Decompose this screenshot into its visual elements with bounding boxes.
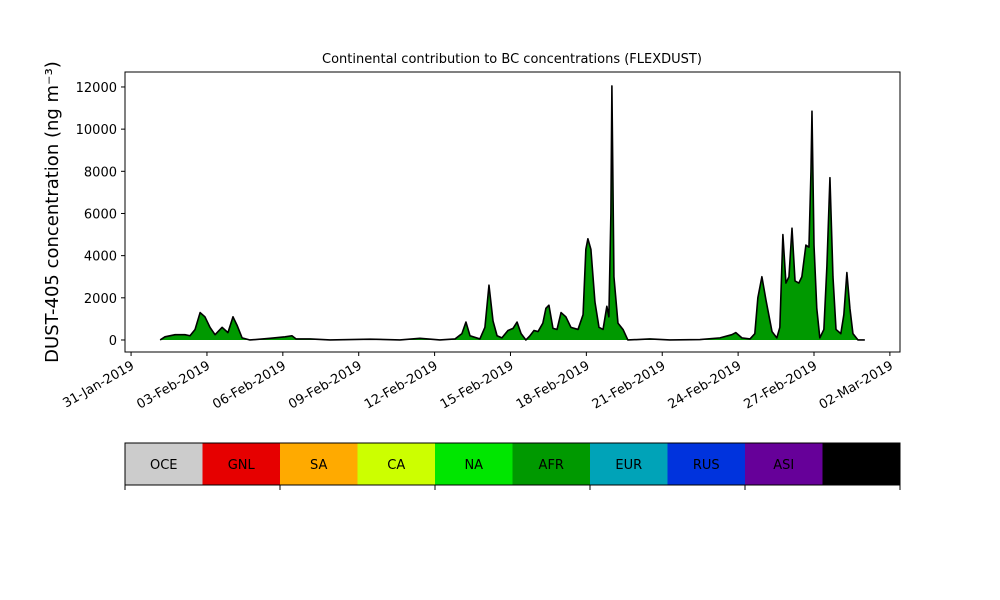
area xyxy=(160,85,865,340)
x-tick-label: 12-Feb-2019 xyxy=(362,358,441,412)
colorbar-label: SA xyxy=(310,458,327,473)
colorbar-label: ASI xyxy=(773,458,794,473)
colorbar-cell xyxy=(125,443,203,485)
colorbar-cell xyxy=(280,443,358,485)
colorbar-cell xyxy=(435,443,513,485)
x-tick-label: 21-Feb-2019 xyxy=(590,358,669,412)
x-tick-label: 15-Feb-2019 xyxy=(438,358,517,412)
colorbar-cell xyxy=(822,443,900,485)
colorbar-label: RUS xyxy=(693,458,720,473)
colorbar-label: NA xyxy=(464,458,483,473)
x-tick-label: 03-Feb-2019 xyxy=(134,358,213,412)
colorbar-label: CA xyxy=(387,458,405,473)
y-tick-label: 12000 xyxy=(76,81,117,96)
y-tick-label: 2000 xyxy=(84,292,117,307)
colorbar-label: AUS xyxy=(848,458,875,473)
y-tick-label: 8000 xyxy=(84,165,117,180)
colorbar-cell xyxy=(202,443,280,485)
x-tick-label: 02-Mar-2019 xyxy=(817,358,896,412)
y-tick-label: 0 xyxy=(109,334,117,349)
x-tick-label: 18-Feb-2019 xyxy=(514,358,593,412)
plot-frame xyxy=(124,71,901,353)
colorbar-cell xyxy=(667,443,745,485)
x-tick-label: 06-Feb-2019 xyxy=(210,358,289,412)
x-tick-label: 31-Jan-2019 xyxy=(60,358,137,411)
colorbar-cell xyxy=(745,443,823,485)
colorbar-frame xyxy=(124,442,901,486)
x-tick-label: 27-Feb-2019 xyxy=(741,358,820,412)
colorbar-cell xyxy=(512,443,590,485)
colorbar-label: AFR xyxy=(539,458,564,473)
colorbar-cell xyxy=(357,443,435,485)
colorbar-label: OCE xyxy=(150,458,178,473)
y-tick-label: 4000 xyxy=(84,250,117,265)
y-axis-label: DUST-405 concentration (ng m⁻³) xyxy=(42,61,63,363)
y-tick-label: 6000 xyxy=(84,207,117,222)
colorbar-label: EUR xyxy=(615,458,642,473)
total-line xyxy=(159,85,865,341)
chart-title: Continental contribution to BC concentra… xyxy=(322,52,702,67)
y-tick-label: 10000 xyxy=(76,123,117,138)
colorbar-label: GNL xyxy=(228,458,256,473)
x-tick-label: 09-Feb-2019 xyxy=(286,358,365,412)
colorbar-cell xyxy=(590,443,668,485)
x-tick-label: 24-Feb-2019 xyxy=(666,358,745,412)
